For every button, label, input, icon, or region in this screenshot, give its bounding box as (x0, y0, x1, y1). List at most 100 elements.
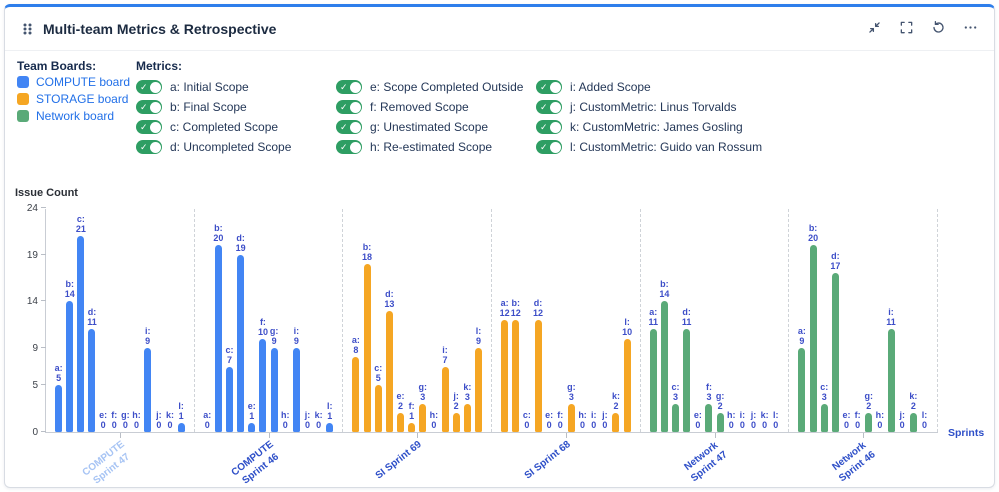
widget-title: Multi-team Metrics & Retrospective (43, 20, 277, 37)
bar-column: i: 9 (291, 209, 302, 432)
bar-column: a: 9 (796, 209, 807, 432)
bar-value-label: c: 3 (820, 381, 829, 402)
bar-column: e: 0 (544, 209, 555, 432)
metric-toggle[interactable]: ✓ (136, 100, 162, 114)
metric-label: f: Removed Scope (370, 100, 469, 114)
bar-column: g: 9 (269, 209, 280, 432)
metric-toggle[interactable]: ✓ (536, 120, 562, 134)
bar-value-label: b: 14 (659, 279, 670, 300)
sprint-axis-label[interactable]: SI Sprint 68 (522, 439, 573, 482)
board-label: Network board (36, 109, 115, 123)
bar-column: l: 1 (176, 209, 187, 432)
bar-value-label: i: 11 (886, 307, 896, 328)
refresh-button[interactable] (931, 20, 946, 38)
bar-column: f: 1 (406, 209, 417, 432)
bar-column: b: 12 (510, 209, 521, 432)
metric-toggle[interactable]: ✓ (136, 140, 162, 154)
metric-toggle[interactable]: ✓ (136, 120, 162, 134)
board-legend-item[interactable]: STORAGE board (17, 91, 130, 107)
metric-toggle[interactable]: ✓ (336, 140, 362, 154)
bar-value-label: c: 7 (225, 344, 234, 365)
bar-value-label: h: 0 (280, 409, 290, 430)
drag-handle-icon[interactable] (21, 21, 34, 37)
bar-value-label: b: 12 (510, 297, 521, 318)
metric-label: c: Completed Scope (170, 120, 279, 134)
metric-toggle[interactable]: ✓ (536, 80, 562, 94)
y-tick-label: 14 (26, 296, 38, 308)
check-icon: ✓ (540, 122, 548, 132)
bar-value-label: j: 0 (899, 409, 905, 430)
sprint-axis-label[interactable]: COMPUTE Sprint 47 (80, 439, 132, 487)
sprint-axis-label[interactable]: Network Sprint 46 (830, 440, 878, 484)
bar-column: b: 18 (361, 209, 372, 432)
metric-toggle-row: ✓ g: Unestimated Scope (336, 117, 523, 137)
toggle-knob (549, 81, 561, 93)
metric-toggle[interactable]: ✓ (536, 140, 562, 154)
bar (612, 413, 620, 432)
bar-column: b: 20 (808, 209, 819, 432)
metric-toggle[interactable]: ✓ (336, 120, 362, 134)
metric-toggle[interactable]: ✓ (336, 80, 362, 94)
bar-column: l: 1 (324, 209, 335, 432)
toggle-knob (149, 121, 161, 133)
metric-toggle-row: ✓ l: CustomMetric: Guido van Rossum (536, 137, 762, 157)
sprint-axis-label[interactable]: COMPUTE Sprint 46 (229, 439, 281, 487)
board-legend-item[interactable]: Network board (17, 108, 130, 124)
bar (352, 357, 360, 432)
metric-label: b: Final Scope (170, 100, 247, 114)
metrics-column: ✓ a: Initial Scope ✓ b: Final Scope ✓ c: Comp… (136, 77, 291, 157)
x-tick (863, 433, 865, 438)
bar-column: g: 0 (120, 209, 131, 432)
bar-value-label: i: 9 (144, 325, 151, 346)
bar-column: j: 0 (748, 209, 759, 432)
bar (463, 404, 471, 432)
sprint-group: a: 11 b: 14 c: 3 d: 11 e: 0 f: 3 g: 2 h: 0 i: 0 j… (641, 209, 790, 484)
bar (887, 329, 895, 432)
more-options-button[interactable] (963, 20, 978, 38)
bar-column: j: 0 (897, 209, 908, 432)
bar-value-label: e: 0 (99, 409, 108, 430)
fullscreen-button[interactable] (899, 20, 914, 38)
bar-column: a: 5 (53, 209, 64, 432)
ellipsis-icon (963, 20, 978, 38)
board-legend-item[interactable]: COMPUTE board (17, 74, 130, 90)
metric-toggle[interactable]: ✓ (336, 100, 362, 114)
dashboard-widget: Multi-team Metrics & Retrospective (4, 4, 995, 488)
bar-value-label: b: 20 (213, 223, 224, 244)
check-icon: ✓ (140, 122, 148, 132)
bar-value-label: b: 18 (362, 241, 373, 262)
bar-column: e: 1 (246, 209, 257, 432)
bar (672, 404, 680, 432)
bar-value-label: a: 5 (54, 363, 63, 384)
bar-column: a: 0 (202, 209, 213, 432)
metric-label: d: Uncompleted Scope (170, 140, 292, 154)
toggle-knob (149, 141, 161, 153)
metric-toggle[interactable]: ✓ (136, 80, 162, 94)
metric-label: h: Re-estimated Scope (370, 140, 493, 154)
bar-value-label: c: 3 (671, 381, 680, 402)
bar-column: l: 9 (473, 209, 484, 432)
sprint-axis-label[interactable]: Network Sprint 47 (682, 440, 729, 484)
sprint-axis-label[interactable]: SI Sprint 69 (373, 439, 424, 482)
y-tick-label: 5 (32, 380, 38, 392)
x-tick (417, 433, 419, 438)
board-color-swatch (17, 93, 29, 105)
metric-label: l: CustomMetric: Guido van Rossum (570, 140, 763, 154)
toggle-knob (549, 121, 561, 133)
metric-toggle[interactable]: ✓ (536, 100, 562, 114)
y-axis-title: Issue Count (15, 187, 78, 199)
bar (512, 320, 520, 432)
bar-value-label: k: 0 (314, 409, 323, 430)
bar (501, 320, 509, 432)
bar (55, 385, 63, 432)
bar-value-label: k: 0 (165, 409, 174, 430)
bar-column: f: 0 (109, 209, 120, 432)
bar (237, 254, 245, 432)
collapse-button[interactable] (867, 20, 882, 38)
sprint-group: a: 8 b: 18 c: 5 d: 13 e: 2 f: 1 g: 3 h: 0 i: 7 j:… (343, 209, 493, 482)
bar-column: e: 2 (395, 209, 406, 432)
toggle-knob (349, 121, 361, 133)
bar-value-label: c: 21 (75, 213, 86, 234)
bar-value-label: j: 2 (453, 391, 459, 412)
bar-value-label: h: 0 (578, 409, 587, 430)
